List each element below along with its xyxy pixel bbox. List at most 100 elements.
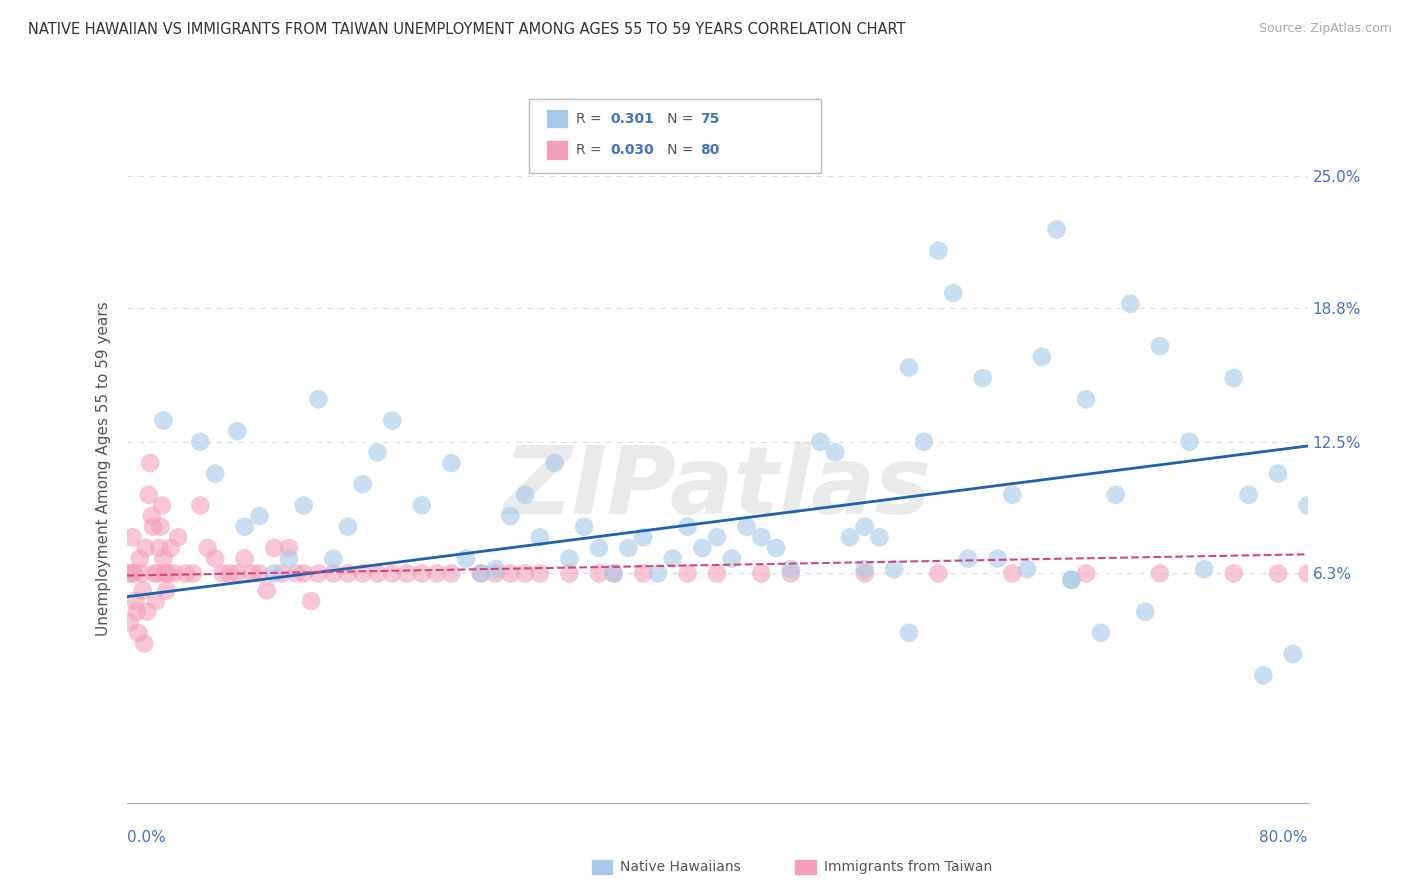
- Point: [853, 566, 876, 581]
- Point: [912, 434, 935, 449]
- Point: [247, 509, 270, 524]
- Point: [676, 566, 699, 581]
- Point: [211, 566, 233, 581]
- Point: [322, 551, 344, 566]
- Text: Immigrants from Taiwan: Immigrants from Taiwan: [824, 860, 993, 874]
- Point: [233, 551, 256, 566]
- Point: [956, 551, 979, 566]
- Text: N =: N =: [654, 112, 697, 126]
- Point: [270, 566, 292, 581]
- Point: [1192, 562, 1215, 576]
- Point: [247, 566, 270, 581]
- Point: [1105, 488, 1128, 502]
- Text: R =: R =: [576, 143, 606, 157]
- Point: [136, 605, 159, 619]
- Point: [1222, 566, 1246, 581]
- Point: [1267, 467, 1289, 481]
- Point: [515, 488, 537, 502]
- Point: [853, 519, 876, 533]
- Point: [883, 562, 905, 576]
- Point: [1001, 566, 1024, 581]
- Point: [1031, 350, 1053, 364]
- Point: [125, 605, 148, 619]
- Point: [352, 566, 374, 581]
- Point: [142, 519, 165, 533]
- Point: [484, 566, 508, 581]
- Point: [1251, 668, 1274, 682]
- Point: [543, 456, 565, 470]
- Point: [1060, 573, 1083, 587]
- Point: [440, 456, 463, 470]
- Text: 80.0%: 80.0%: [1260, 830, 1308, 845]
- Point: [499, 566, 522, 581]
- Point: [163, 566, 186, 581]
- Point: [226, 424, 249, 438]
- Point: [127, 626, 149, 640]
- Point: [197, 541, 219, 555]
- Point: [263, 566, 285, 581]
- Point: [1296, 499, 1319, 513]
- Point: [1076, 392, 1098, 407]
- Text: 0.030: 0.030: [610, 143, 654, 157]
- Point: [751, 566, 773, 581]
- Point: [396, 566, 419, 581]
- Point: [928, 244, 950, 258]
- Point: [1237, 488, 1260, 502]
- Point: [1267, 566, 1289, 581]
- Point: [156, 566, 179, 581]
- Point: [278, 541, 301, 555]
- Point: [972, 371, 994, 385]
- Point: [454, 551, 477, 566]
- Point: [149, 519, 172, 533]
- Point: [765, 541, 787, 555]
- Point: [425, 566, 447, 581]
- Point: [529, 530, 551, 544]
- Point: [987, 551, 1010, 566]
- Point: [897, 360, 920, 375]
- Point: [779, 562, 801, 576]
- Point: [117, 566, 139, 581]
- Point: [366, 566, 388, 581]
- Point: [588, 566, 610, 581]
- Point: [440, 566, 463, 581]
- Point: [574, 519, 596, 533]
- Point: [188, 499, 211, 513]
- Point: [152, 551, 174, 566]
- Point: [174, 566, 197, 581]
- Point: [132, 583, 155, 598]
- Point: [602, 566, 624, 581]
- Point: [1222, 371, 1246, 385]
- Point: [810, 434, 832, 449]
- Text: 75: 75: [700, 112, 720, 126]
- Point: [121, 530, 143, 544]
- Point: [233, 519, 256, 533]
- Text: N =: N =: [654, 143, 697, 157]
- Point: [337, 519, 360, 533]
- Point: [141, 509, 163, 524]
- Point: [897, 626, 920, 640]
- Point: [352, 477, 374, 491]
- Point: [292, 566, 315, 581]
- Point: [529, 566, 551, 581]
- Point: [240, 566, 263, 581]
- Point: [122, 566, 145, 581]
- Text: 0.0%: 0.0%: [127, 830, 166, 845]
- Text: 0.301: 0.301: [610, 112, 654, 126]
- Point: [558, 551, 581, 566]
- Point: [869, 530, 891, 544]
- Point: [278, 551, 301, 566]
- Point: [735, 519, 758, 533]
- Point: [167, 530, 190, 544]
- Point: [617, 541, 640, 555]
- Point: [322, 566, 344, 581]
- Point: [661, 551, 683, 566]
- Point: [366, 445, 388, 459]
- Point: [1282, 647, 1305, 661]
- Text: Source: ZipAtlas.com: Source: ZipAtlas.com: [1258, 22, 1392, 36]
- Point: [226, 566, 249, 581]
- Point: [155, 583, 177, 598]
- Text: 80: 80: [700, 143, 720, 157]
- Point: [160, 541, 183, 555]
- Point: [1178, 434, 1201, 449]
- Point: [1296, 566, 1319, 581]
